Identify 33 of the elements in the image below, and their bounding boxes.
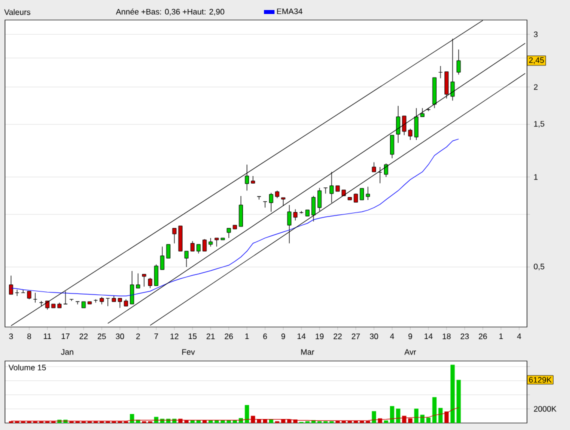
candlestick xyxy=(317,188,322,212)
candlestick xyxy=(172,228,176,244)
candlestick xyxy=(444,71,449,99)
candlestick xyxy=(311,196,316,222)
bar xyxy=(456,380,461,423)
bar xyxy=(269,419,274,423)
candlestick xyxy=(250,176,256,184)
bar xyxy=(426,418,431,423)
candlestick xyxy=(456,49,461,75)
candlestick xyxy=(238,196,243,227)
bar xyxy=(450,364,455,423)
candlestick xyxy=(118,298,122,308)
bar xyxy=(244,405,250,423)
candlestick xyxy=(130,270,134,304)
candlestick xyxy=(256,196,262,200)
candlestick xyxy=(196,244,201,254)
bar xyxy=(396,408,400,423)
candlestick xyxy=(63,290,68,304)
candlestick xyxy=(184,250,189,268)
candlestick xyxy=(244,164,250,191)
candlestick xyxy=(190,240,195,252)
candlestick xyxy=(142,274,146,287)
bar xyxy=(390,406,394,423)
candlestick xyxy=(202,238,207,252)
bar xyxy=(372,411,376,423)
candlestick xyxy=(8,275,14,295)
candlestick xyxy=(366,186,370,200)
bar xyxy=(438,408,443,423)
candlestick xyxy=(390,134,394,159)
candlestick xyxy=(372,162,376,172)
bar xyxy=(432,397,437,423)
bar xyxy=(384,420,388,423)
candlestick xyxy=(136,273,140,288)
